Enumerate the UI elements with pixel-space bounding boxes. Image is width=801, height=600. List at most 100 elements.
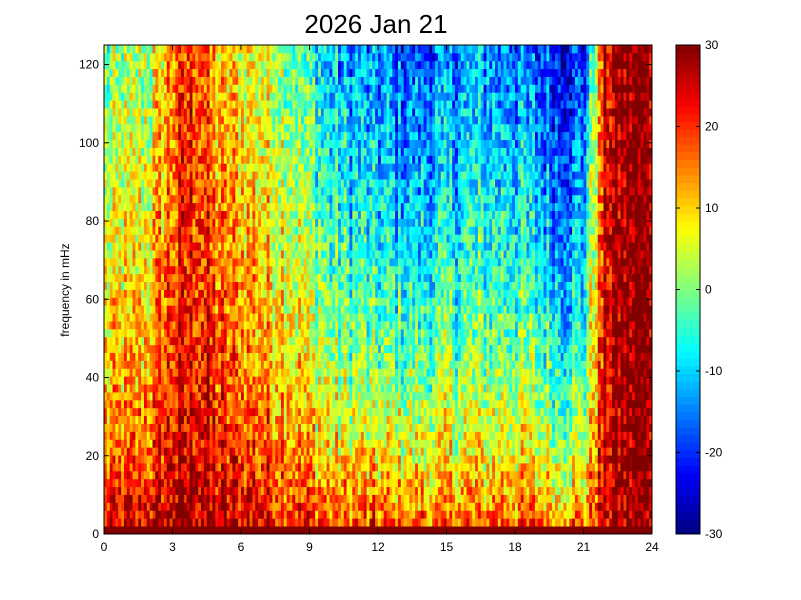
heatmap-cell [226, 131, 230, 141]
heatmap-cell [141, 194, 145, 204]
heatmap-cell [155, 510, 159, 519]
heatmap-cell [280, 502, 285, 511]
heatmap-cell [280, 60, 285, 70]
heatmap-cell [272, 313, 276, 322]
heatmap-cell [183, 518, 188, 527]
heatmap-cell [215, 100, 219, 109]
heatmap-cell [263, 179, 268, 188]
heatmap-cell [275, 399, 279, 409]
heatmap-cell [172, 202, 176, 212]
heatmap-cell [309, 281, 313, 290]
heatmap-cell [129, 226, 133, 235]
heatmap-cell [192, 139, 196, 148]
heatmap-cell [118, 384, 122, 393]
heatmap-cell [241, 60, 245, 70]
heatmap-cell [203, 179, 208, 188]
heatmap-cell [266, 123, 270, 133]
heatmap-cell [175, 455, 179, 464]
heatmap-cell [192, 392, 196, 401]
heatmap-cell [320, 273, 325, 283]
heatmap-cell [315, 447, 319, 456]
heatmap-cell [318, 305, 322, 314]
heatmap-cell [123, 100, 128, 109]
heatmap-cell [212, 344, 216, 353]
heatmap-cell [306, 76, 310, 85]
heatmap-cell [203, 305, 208, 314]
heatmap-cell [126, 368, 131, 377]
heatmap-cell [146, 463, 151, 472]
heatmap-cell [215, 431, 219, 440]
heatmap-cell [226, 518, 230, 527]
heatmap-cell [126, 139, 131, 148]
heatmap-cell [123, 399, 128, 409]
heatmap-cell [118, 360, 122, 369]
heatmap-cell [306, 510, 310, 519]
heatmap-cell [218, 273, 222, 283]
heatmap-cell [295, 123, 299, 133]
heatmap-cell [323, 321, 328, 330]
heatmap-cell [215, 265, 219, 275]
heatmap-cell [109, 376, 113, 385]
heatmap-cell [223, 336, 228, 346]
heatmap-cell [186, 100, 191, 109]
heatmap-cell [146, 486, 151, 495]
heatmap-cell [209, 297, 213, 306]
heatmap-cell [126, 273, 131, 283]
heatmap-cell [106, 321, 111, 330]
heatmap-cell [326, 431, 330, 440]
heatmap-cell [163, 470, 168, 480]
heatmap-cell [158, 328, 162, 338]
heatmap-cell [149, 344, 153, 353]
heatmap-cell [241, 45, 245, 54]
heatmap-cell [161, 281, 165, 290]
heatmap-cell [149, 313, 153, 322]
heatmap-cell [183, 510, 188, 519]
heatmap-cell [109, 360, 113, 369]
heatmap-cell [292, 123, 296, 133]
heatmap-cell [115, 100, 119, 109]
heatmap-cell [226, 202, 230, 212]
heatmap-cell [226, 155, 230, 164]
heatmap-cell [212, 100, 216, 109]
heatmap-cell [238, 360, 242, 369]
heatmap-cell [266, 257, 270, 267]
heatmap-cell [286, 92, 290, 101]
heatmap-cell [138, 407, 142, 417]
heatmap-cell [298, 313, 302, 322]
heatmap-cell [249, 76, 253, 85]
heatmap-cell [161, 45, 165, 54]
heatmap-cell [221, 526, 225, 535]
heatmap-cell [138, 368, 142, 377]
heatmap-cell [129, 123, 133, 133]
heatmap-cell [332, 502, 336, 511]
heatmap-cell [186, 407, 191, 417]
heatmap-cell [121, 179, 125, 188]
heatmap-cell [286, 210, 290, 219]
heatmap-cell [221, 336, 225, 346]
heatmap-cell [298, 518, 302, 527]
heatmap-cell [149, 265, 153, 275]
heatmap-cell [260, 447, 265, 456]
heatmap-cell [163, 478, 168, 488]
heatmap-cell [263, 100, 268, 109]
heatmap-cell [126, 155, 131, 164]
heatmap-cell [183, 218, 188, 227]
heatmap-cell [238, 399, 242, 409]
heatmap-cell [329, 76, 333, 85]
heatmap-cell [121, 384, 125, 393]
heatmap-cell [141, 265, 145, 275]
heatmap-cell [283, 265, 288, 275]
heatmap-cell [161, 273, 165, 283]
heatmap-cell [163, 336, 168, 346]
heatmap-cell [115, 415, 119, 424]
heatmap-cell [135, 155, 139, 164]
heatmap-cell [121, 494, 125, 503]
heatmap-cell [283, 305, 288, 314]
heatmap-cell [289, 242, 293, 251]
heatmap-cell [323, 265, 328, 275]
heatmap-cell [315, 179, 319, 188]
heatmap-cell [252, 463, 256, 472]
heatmap-cell [158, 407, 162, 417]
heatmap-cell [183, 281, 188, 290]
heatmap-cell [232, 226, 236, 235]
